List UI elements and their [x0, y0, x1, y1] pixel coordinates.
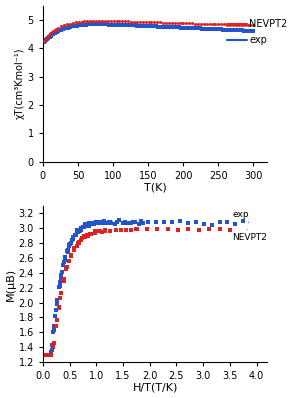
- Text: NEVPT2: NEVPT2: [249, 19, 288, 29]
- X-axis label: T(K): T(K): [144, 182, 166, 192]
- Text: NEVPT2: NEVPT2: [233, 230, 268, 242]
- Text: exp: exp: [233, 211, 249, 222]
- Text: exp: exp: [249, 35, 267, 45]
- Y-axis label: χT(cm³Kmol⁻¹): χT(cm³Kmol⁻¹): [15, 48, 25, 119]
- Y-axis label: M(μB): M(μB): [6, 267, 16, 300]
- X-axis label: H/T(T/K): H/T(T/K): [132, 382, 178, 392]
